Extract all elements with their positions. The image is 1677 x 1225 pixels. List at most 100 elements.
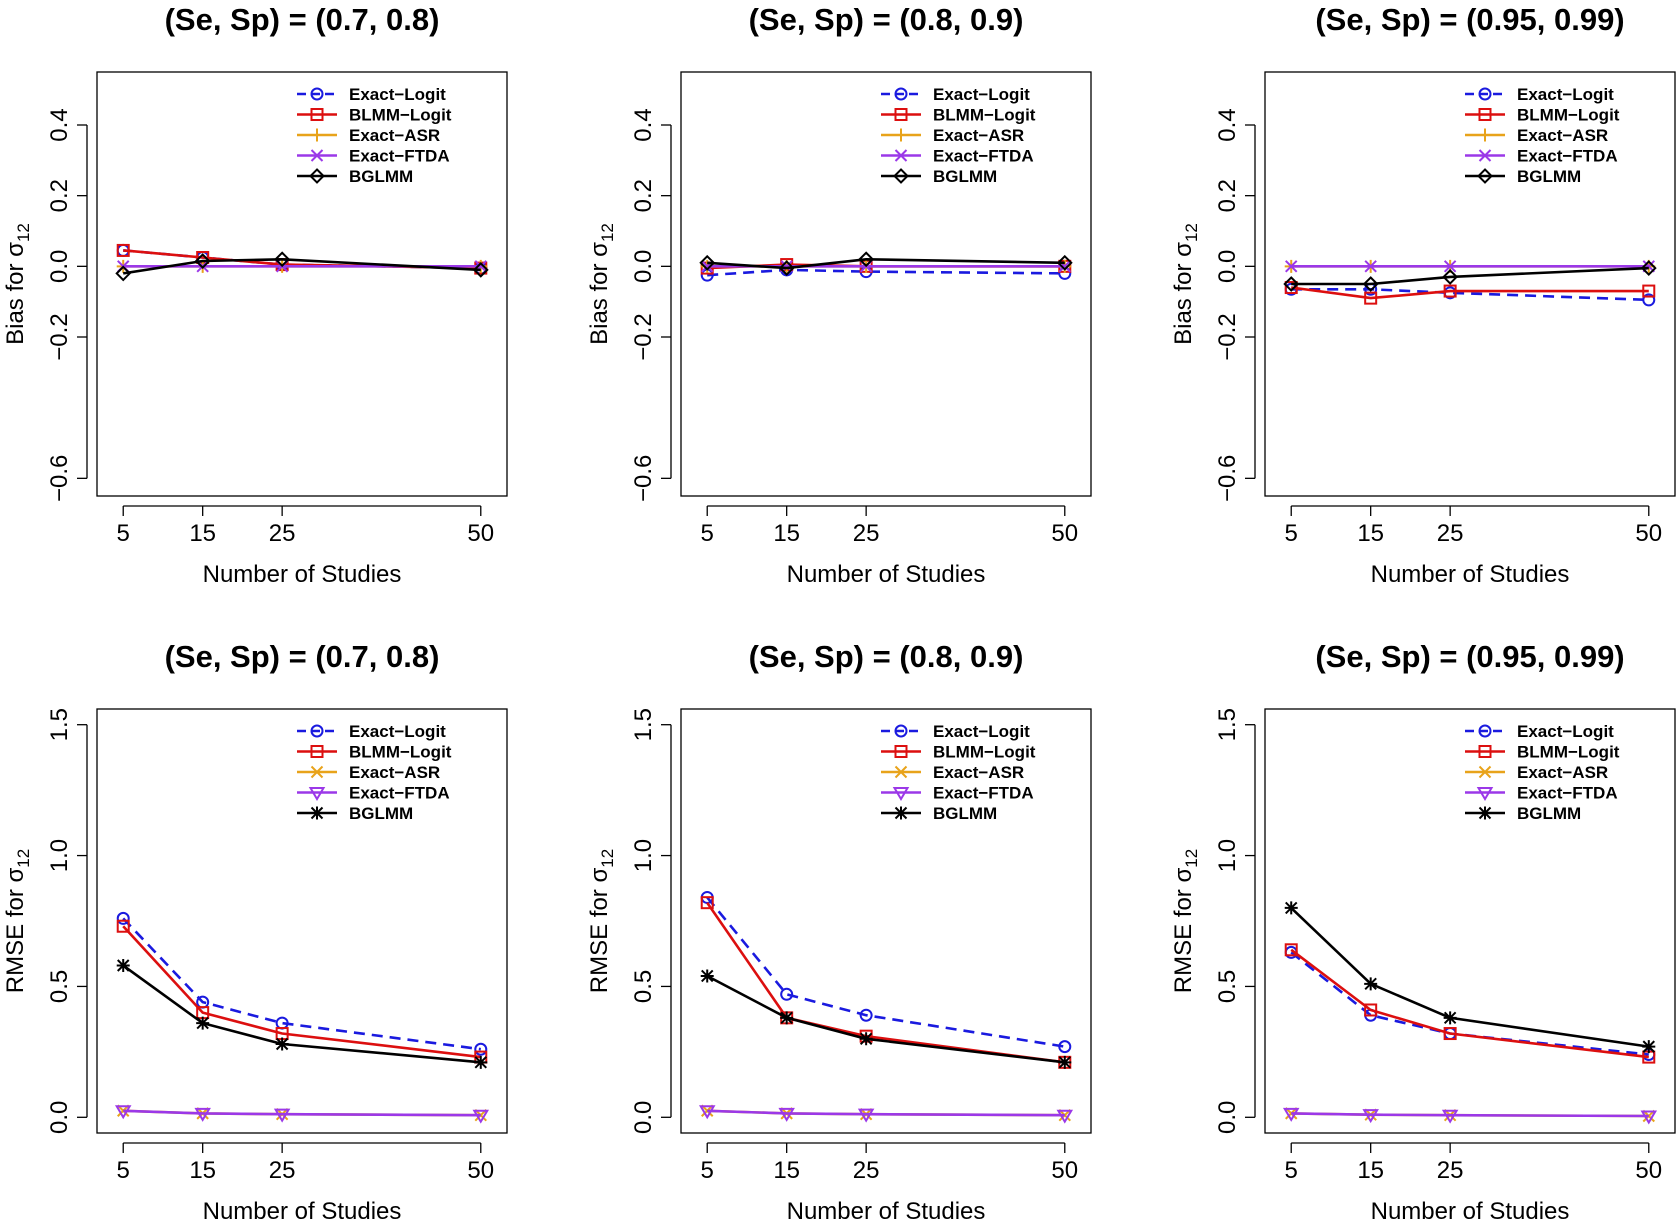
series-point [699,254,716,271]
series-point [194,253,211,269]
series-line [707,257,1065,270]
y-tick-label: 0.4 [1214,108,1241,141]
series-point [700,969,714,983]
series-point [1364,260,1377,273]
chart-title: (Se, Sp) = (0.7, 0.8) [165,2,440,37]
y-axis-label: RMSE for σ12 [586,849,617,993]
series-point [700,896,714,910]
legend-marker [310,108,324,121]
series-point [778,1107,795,1122]
y-tick-label: 0.2 [630,179,657,212]
series-point [859,1008,873,1022]
legend-marker [1478,128,1492,142]
series-line [1291,1112,1649,1118]
series-point [1364,1003,1378,1017]
legend-label: BLMM−Logit [349,106,452,125]
legend-marker [894,806,908,820]
chart-title: (Se, Sp) = (0.8, 0.9) [749,2,1024,37]
chart-panel-bottom-middle: (Se, Sp) = (0.8, 0.9) 5 15 25 50 Number of St… [586,639,1092,1225]
y-axis-label: RMSE for σ12 [1170,849,1201,993]
y-tick-label: 0.2 [1214,179,1241,212]
x-tick-label: 25 [1437,1157,1464,1184]
series-point [780,1011,794,1025]
legend-label: BGLMM [349,804,413,823]
series-line [122,925,481,1059]
y-tick-label: 1.0 [630,839,657,872]
series-line [1291,266,1649,286]
legend-marker [310,806,324,820]
legend-label: Exact−FTDA [349,784,450,803]
x-tick-label: 15 [189,520,216,547]
series-line [123,1109,481,1117]
series-point [1642,1040,1656,1054]
series-point [115,265,132,282]
series-point [472,261,489,278]
y-tick-label: −0.6 [630,455,657,502]
y-tick-label: 1.0 [1214,839,1241,872]
y-tick-label: 1.5 [630,708,657,741]
series-line [707,268,1065,277]
legend-marker [1478,87,1492,101]
series-point [1364,291,1378,305]
legend-label: Exact−ASR [1517,763,1608,782]
legend-marker [894,149,908,162]
series-point [1642,284,1656,298]
legend-label: Exact−FTDA [933,784,1034,803]
legend-label: Exact−FTDA [349,147,450,166]
series-point [116,911,130,925]
legend-label: Exact−FTDA [933,147,1034,166]
series-line [706,974,1065,1064]
x-axis-label: Number of Studies [203,1198,402,1225]
x-axis-label: Number of Studies [1371,1198,1570,1225]
legend-marker [894,724,908,738]
series-line [707,1109,1065,1117]
x-tick-label: 25 [1437,520,1464,547]
series-point [1443,1027,1457,1041]
legend-label: BGLMM [1517,804,1581,823]
x-tick-label: 25 [269,1157,296,1184]
x-tick-label: 50 [467,1157,494,1184]
x-axis-label: Number of Studies [1371,561,1570,588]
x-tick-label: 5 [1285,1157,1298,1184]
legend-marker [892,787,910,801]
legend-label: BGLMM [933,167,997,186]
series-point [1285,260,1298,273]
y-tick-label: 0.0 [630,1101,657,1134]
x-tick-label: 50 [1635,520,1662,547]
series-point [1443,284,1457,298]
legend-label: BLMM−Logit [1517,106,1620,125]
y-tick-label: 0.0 [630,250,657,283]
legend-label: BLMM−Logit [349,743,452,762]
series-point [1443,1011,1457,1025]
chart-title: (Se, Sp) = (0.95, 0.99) [1315,639,1624,674]
chart-title: (Se, Sp) = (0.8, 0.9) [749,639,1024,674]
chart-panel-top-left: (Se, Sp) = (0.7, 0.8) 5 15 25 50 Number of St… [2,2,508,588]
legend-marker [308,787,326,801]
legend-marker [1478,108,1492,121]
y-tick-label: 0.5 [630,970,657,1003]
x-tick-label: 5 [1285,520,1298,547]
series-point [1441,1109,1459,1124]
series-point [1640,260,1657,277]
series-point [1056,254,1073,271]
plot-frame [1264,71,1676,497]
series-point [1362,276,1379,292]
legend-label: Exact−Logit [1517,722,1614,741]
legend-marker [894,128,908,142]
legend-label: Exact−Logit [1517,85,1614,104]
legend-marker [310,87,324,101]
legend-label: Exact−ASR [933,126,1024,145]
legend-label: Exact−Logit [933,722,1030,741]
series-line [706,901,1065,1064]
y-tick-label: 0.0 [46,250,73,283]
chart-panel-bottom-left: (Se, Sp) = (0.7, 0.8) 5 15 25 50 Number of St… [2,639,508,1225]
y-tick-label: −0.6 [1214,455,1241,502]
plot-frame [1264,708,1676,1134]
series-line [1291,288,1649,302]
series-point [857,1108,875,1123]
plot-frame [680,708,1092,1134]
legend-marker [894,87,908,101]
chart-title: (Se, Sp) = (0.95, 0.99) [1315,2,1624,37]
legend-label: BGLMM [933,804,997,823]
chart-panel-top-middle: (Se, Sp) = (0.8, 0.9) 5 15 25 50 Number of St… [586,2,1092,588]
